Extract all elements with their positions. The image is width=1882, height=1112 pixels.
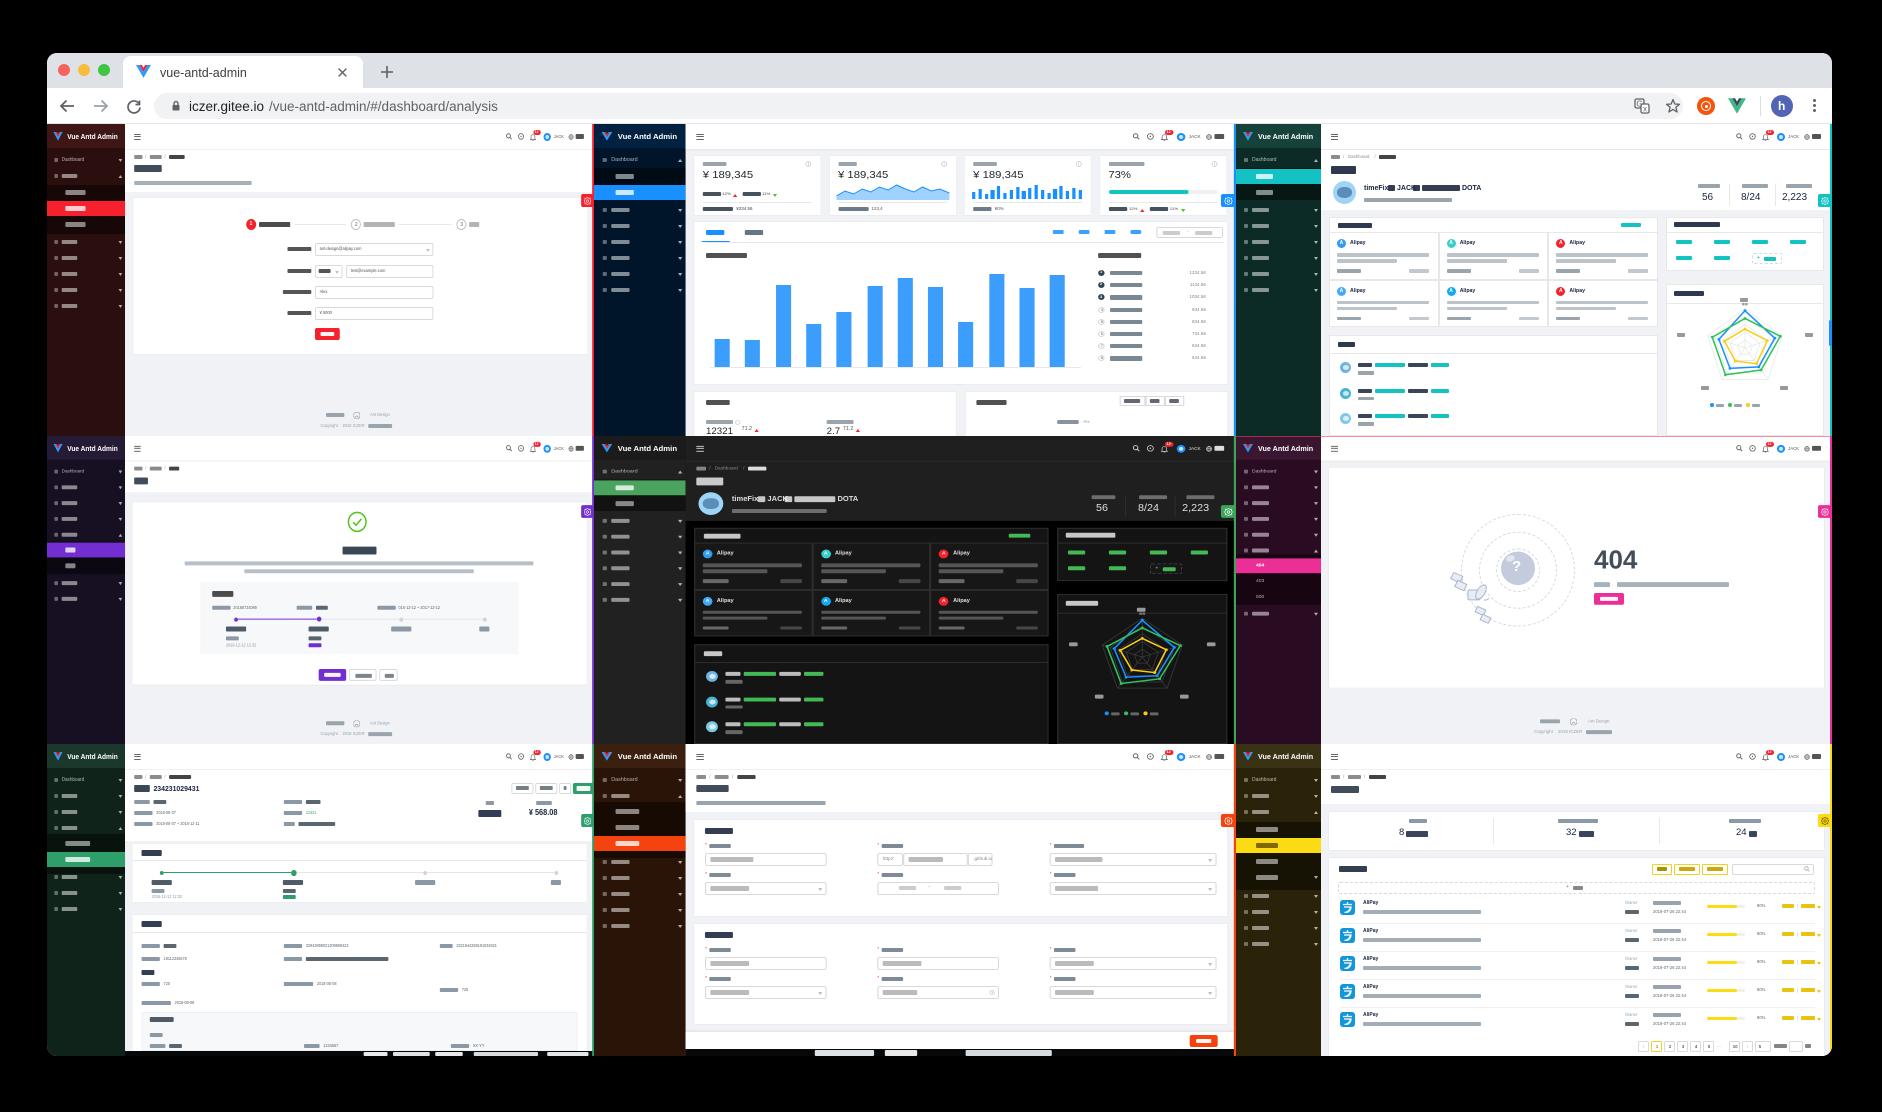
svg-text:x: x bbox=[1643, 104, 1647, 113]
svg-text:■■: ■■ bbox=[1742, 302, 1748, 307]
svg-text:G: G bbox=[1636, 100, 1642, 109]
svg-text:■■: ■■ bbox=[1139, 611, 1145, 617]
